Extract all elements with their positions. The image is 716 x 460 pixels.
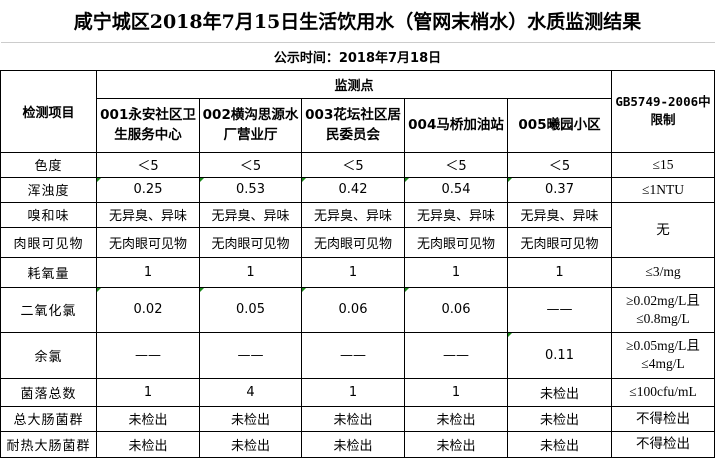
limit-cell: 不得检出	[611, 430, 715, 458]
limit-cell: ≤15	[611, 151, 715, 178]
value-cell: 无肉眼可见物	[199, 226, 302, 258]
item-name: 菌落总数	[0, 377, 97, 407]
item-name: 二氧化氯	[0, 286, 97, 333]
value-cell: 未检出	[507, 430, 612, 458]
value-cell: ——	[199, 331, 302, 379]
table-row: 总大肠菌群 未检出 未检出 未检出 未检出 未检出 不得检出	[0, 405, 715, 432]
item-name: 总大肠菌群	[0, 405, 97, 432]
page-title: 咸宁城区2018年7月15日生活饮用水（管网末梢水）水质监测结果	[0, 0, 715, 43]
limit-cell: ≤3/mg	[611, 256, 715, 288]
value-cell: 0.02	[96, 286, 200, 333]
value-cell: ＜5	[404, 151, 508, 178]
value-cell: 未检出	[199, 430, 302, 458]
value-cell: 1	[96, 256, 200, 288]
value-cell: ——	[301, 331, 405, 379]
value-cell: ＜5	[96, 151, 200, 178]
value-cell: 无异臭、异味	[404, 201, 508, 228]
site-header: 001永安社区卫生服务中心	[96, 97, 200, 153]
item-name: 浑浊度	[0, 176, 97, 203]
value-cell: 未检出	[96, 405, 200, 432]
item-name: 肉眼可见物	[0, 226, 97, 258]
value-cell: ＜5	[301, 151, 405, 178]
site-header: 005曦园小区	[507, 97, 612, 153]
value-cell: 0.06	[404, 286, 508, 333]
value-cell: 0.37	[507, 176, 612, 203]
value-cell: 无异臭、异味	[507, 201, 612, 228]
value-cell: 未检出	[404, 405, 508, 432]
limit-cell: 无	[611, 201, 715, 258]
value-cell: 0.06	[301, 286, 405, 333]
value-cell: ＜5	[199, 151, 302, 178]
header-item: 检测项目	[0, 69, 97, 153]
value-cell: ＜5	[507, 151, 612, 178]
table-row: 肉眼可见物 无肉眼可见物 无肉眼可见物 无肉眼可见物 无肉眼可见物 无肉眼可见物	[0, 226, 715, 258]
limit-cell: ≥0.05mg/L且≤4mg/L	[611, 331, 715, 379]
value-cell: 1	[301, 377, 405, 407]
value-cell: 未检出	[301, 430, 405, 458]
limit-cell: ≥0.02mg/L且≤0.8mg/L	[611, 286, 715, 333]
value-cell: 0.05	[199, 286, 302, 333]
value-cell: 无肉眼可见物	[507, 226, 612, 258]
site-header: 002横沟思源水厂营业厅	[199, 97, 302, 153]
table-row: 菌落总数 1 4 1 1 未检出 ≤100cfu/mL	[0, 377, 715, 407]
value-cell: ——	[96, 331, 200, 379]
table-row: 余氯 —— —— —— —— 0.11 ≥0.05mg/L且≤4mg/L	[0, 331, 715, 379]
value-cell: 1	[96, 377, 200, 407]
value-cell: 无异臭、异味	[301, 201, 405, 228]
item-name: 耗氧量	[0, 256, 97, 288]
value-cell: 0.54	[404, 176, 508, 203]
limit-cell: 不得检出	[611, 405, 715, 432]
table-row: 浑浊度 0.25 0.53 0.42 0.54 0.37 ≤1NTU	[0, 176, 715, 203]
value-cell: 无肉眼可见物	[301, 226, 405, 258]
value-cell: 0.42	[301, 176, 405, 203]
value-cell: 无异臭、异味	[199, 201, 302, 228]
table-row: 二氧化氯 0.02 0.05 0.06 0.06 —— ≥0.02mg/L且≤0.8mg/L	[0, 286, 715, 333]
value-cell: 无肉眼可见物	[96, 226, 200, 258]
value-cell: 无异臭、异味	[96, 201, 200, 228]
value-cell: ——	[404, 331, 508, 379]
item-name: 色度	[0, 151, 97, 178]
value-cell: 0.11	[507, 331, 612, 379]
value-cell: 1	[404, 256, 508, 288]
value-cell: 1	[301, 256, 405, 288]
table-row: 耐热大肠菌群 未检出 未检出 未检出 未检出 未检出 不得检出	[0, 430, 715, 458]
value-cell: 1	[199, 256, 302, 288]
limit-cell: ≤1NTU	[611, 176, 715, 203]
value-cell: 0.53	[199, 176, 302, 203]
value-cell: 未检出	[301, 405, 405, 432]
site-header: 003花坛社区居民委员会	[301, 97, 405, 153]
item-name: 耐热大肠菌群	[0, 430, 97, 458]
value-cell: 未检出	[507, 377, 612, 407]
value-cell: 无肉眼可见物	[404, 226, 508, 258]
value-cell: 未检出	[96, 430, 200, 458]
value-cell: 未检出	[507, 405, 612, 432]
publish-date: 公示时间：2018年7月18日	[273, 50, 442, 66]
site-header: 004马桥加油站	[404, 97, 508, 153]
item-name: 嗅和味	[0, 201, 97, 228]
item-name: 余氯	[0, 331, 97, 379]
value-cell: ——	[507, 286, 612, 333]
table-row: 耗氧量 1 1 1 1 1 ≤3/mg	[0, 256, 715, 288]
value-cell: 4	[199, 377, 302, 407]
value-cell: 0.25	[96, 176, 200, 203]
header-limit: GB5749-2006中限制	[611, 69, 715, 153]
value-cell: 1	[507, 256, 612, 288]
header-points: 监测点	[96, 69, 612, 99]
value-cell: 未检出	[404, 430, 508, 458]
table-row: 色度 ＜5 ＜5 ＜5 ＜5 ＜5 ≤15	[0, 151, 715, 178]
table-row: 嗅和味 无异臭、异味 无异臭、异味 无异臭、异味 无异臭、异味 无异臭、异味无	[0, 201, 715, 258]
limit-cell: ≤100cfu/mL	[611, 377, 715, 407]
value-cell: 未检出	[199, 405, 302, 432]
value-cell: 1	[404, 377, 508, 407]
